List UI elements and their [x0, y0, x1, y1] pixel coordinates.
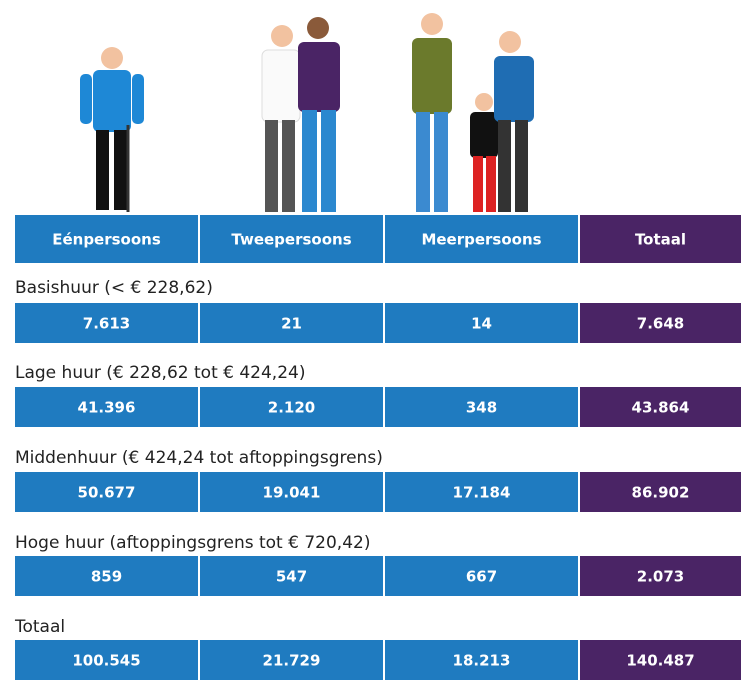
cell-value-bg — [15, 472, 198, 512]
cell-value: 21.729 — [263, 652, 321, 670]
cell-value: 2.120 — [268, 399, 315, 417]
illustration-single — [80, 47, 144, 212]
illustration-family — [412, 13, 534, 212]
cell-value-bg — [200, 387, 383, 427]
cell-value: 859 — [91, 568, 122, 586]
cell-value: 100.545 — [72, 652, 140, 670]
column-header: Tweepersoons — [231, 231, 351, 249]
cell-value-bg — [200, 640, 383, 680]
cell-value: 41.396 — [78, 399, 136, 417]
cell-value: 19.041 — [263, 484, 321, 502]
row-label: Hoge huur (aftoppingsgrens tot € 720,42) — [15, 533, 370, 553]
cell-value-bg — [580, 387, 741, 427]
cell-value-bg — [15, 640, 198, 680]
cell-value-bg — [385, 472, 578, 512]
cell-value: 14 — [471, 315, 492, 333]
cell-value-bg — [200, 472, 383, 512]
cell-value-bg — [15, 387, 198, 427]
cell-value-bg — [580, 556, 741, 596]
column-header: Eénpersoons — [52, 231, 161, 249]
cell-value: 7.613 — [83, 315, 130, 333]
column-header-bg — [200, 215, 383, 263]
row-label: Lage huur (€ 228,62 tot € 424,24) — [15, 363, 305, 383]
row-label: Middenhuur (€ 424,24 tot aftoppingsgrens… — [15, 448, 383, 468]
column-header: Meerpersoons — [421, 231, 541, 249]
cell-value: 86.902 — [632, 484, 690, 502]
row-label: Totaal — [14, 617, 65, 637]
cell-value-bg — [15, 556, 198, 596]
cell-value-bg — [580, 640, 741, 680]
cell-value: 21 — [281, 315, 302, 333]
cell-value-bg — [385, 556, 578, 596]
cell-value-bg — [200, 303, 383, 343]
cell-value-bg — [580, 472, 741, 512]
row-label: Basishuur (< € 228,62) — [15, 278, 213, 298]
cell-value: 7.648 — [637, 315, 684, 333]
cell-value-bg — [15, 303, 198, 343]
cell-value: 667 — [466, 568, 497, 586]
cell-value: 547 — [276, 568, 307, 586]
cell-value: 43.864 — [632, 399, 690, 417]
cell-value: 140.487 — [626, 652, 694, 670]
cell-value: 2.073 — [637, 568, 684, 586]
cell-value: 50.677 — [78, 484, 136, 502]
cell-value: 17.184 — [453, 484, 511, 502]
cell-value: 348 — [466, 399, 497, 417]
column-header-bg — [15, 215, 198, 263]
column-header: Totaal — [635, 231, 686, 249]
column-header-bg — [385, 215, 578, 263]
column-header-bg — [580, 215, 741, 263]
cell-value-bg — [580, 303, 741, 343]
cell-value-bg — [385, 640, 578, 680]
cell-value: 18.213 — [453, 652, 511, 670]
illustration-couple — [261, 17, 340, 212]
cell-value-bg — [200, 556, 383, 596]
cell-value-bg — [385, 303, 578, 343]
cell-value-bg — [385, 387, 578, 427]
